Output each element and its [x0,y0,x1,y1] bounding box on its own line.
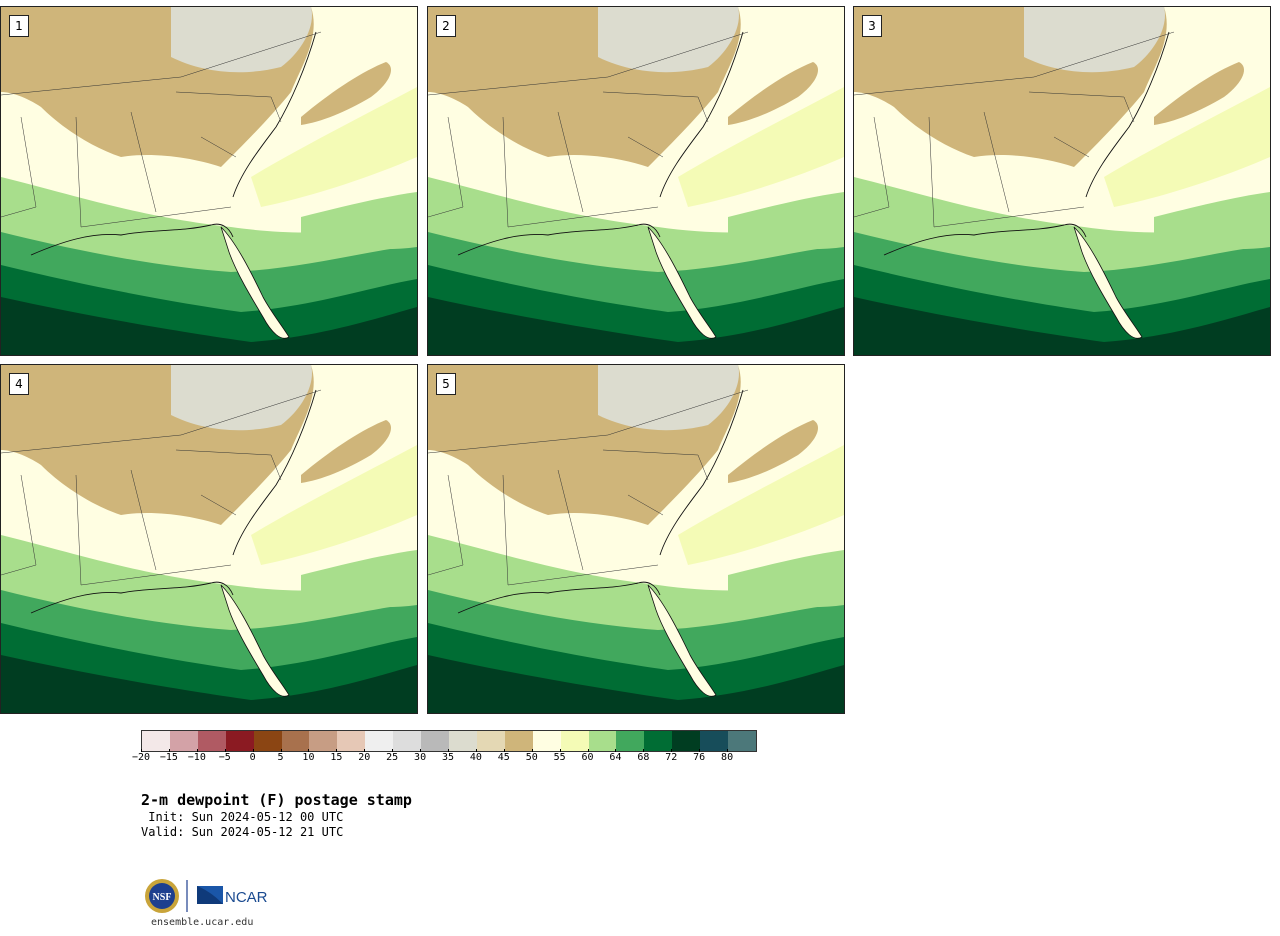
colorbar-swatch [728,731,756,751]
colorbar-swatch [169,731,198,751]
colorbar-tick-mark [671,749,673,752]
colorbar-tick-label: 30 [414,752,427,763]
colorbar-swatch [644,731,673,751]
colorbar-tick-label: 68 [637,752,650,763]
colorbar-tick-mark [252,749,254,752]
nsf-text: NSF [153,892,172,903]
ncar-text: NCAR [225,889,268,906]
colorbar [141,730,757,752]
colorbar-tick-mark [475,749,477,752]
colorbar-tick-mark [224,749,226,752]
map-panel-1: 1 [0,6,418,356]
colorbar-tick-mark [699,749,701,752]
colorbar-tick-mark [168,749,170,752]
valid-time: Valid: Sun 2024-05-12 21 UTC [141,825,344,839]
colorbar-swatch [253,731,282,751]
colorbar-swatch [672,731,701,751]
colorbar-swatch [225,731,254,751]
colorbar-tick-mark [587,749,589,752]
colorbar-tick-label: 45 [497,752,510,763]
colorbar-tick-label: 55 [553,752,566,763]
colorbar-tick-mark [364,749,366,752]
colorbar-swatch [504,731,533,751]
colorbar-swatch [476,731,505,751]
colorbar-tick-mark [531,749,533,752]
colorbar-swatch [197,731,226,751]
colorbar-tick-mark [615,749,617,752]
dewpoint-map [1,7,417,355]
colorbar-tick-mark [336,749,338,752]
ncar-logo-icon: NCAR [197,886,268,906]
colorbar-tick-label: 50 [525,752,538,763]
colorbar-swatch [337,731,366,751]
init-time: Init: Sun 2024-05-12 00 UTC [141,810,344,824]
page-title: 2-m dewpoint (F) postage stamp [141,791,412,809]
colorbar-swatch [588,731,617,751]
colorbar-tick-mark [727,749,729,752]
colorbar-tick-label: 60 [581,752,594,763]
colorbar-tick-label: −15 [159,752,178,763]
map-panel-3: 3 [853,6,1271,356]
colorbar-swatch [142,731,170,751]
dewpoint-map [1,365,417,713]
colorbar-swatch [700,731,729,751]
colorbar-tick-mark [141,749,142,752]
colorbar-swatch [532,731,561,751]
panel-number-label: 3 [862,15,882,37]
dewpoint-map [428,7,844,355]
dewpoint-map [854,7,1270,355]
map-panel-5: 5 [427,364,845,714]
colorbar-tick-label: 76 [693,752,706,763]
colorbar-tick-label: 25 [386,752,399,763]
colorbar-tick-label: 0 [249,752,256,763]
colorbar-tick-label: 5 [277,752,284,763]
nsf-seal-icon: NSF [145,879,179,913]
colorbar-tick-label: 80 [721,752,734,763]
colorbar-swatch [365,731,394,751]
colorbar-swatch [616,731,645,751]
colorbar-tick-mark [420,749,422,752]
dewpoint-map [428,365,844,713]
colorbar-swatch [393,731,422,751]
colorbar-tick-label: 64 [609,752,622,763]
colorbar-tick-label: 15 [330,752,343,763]
colorbar-tick-label: −20 [131,752,151,763]
panel-number-label: 5 [436,373,456,395]
colorbar-swatch [560,731,589,751]
colorbar-swatch [309,731,338,751]
colorbar-tick-mark [503,749,505,752]
colorbar-tick-mark [308,749,310,752]
colorbar-tick-label: 35 [441,752,455,763]
colorbar-tick-mark [448,749,449,752]
colorbar-tick-label: −5 [218,752,231,763]
colorbar-tick-mark [196,749,198,752]
colorbar-tick-mark [643,749,645,752]
panel-number-label: 2 [436,15,456,37]
map-panel-2: 2 [427,6,845,356]
colorbar-tick-label: −10 [187,752,206,763]
map-panel-4: 4 [0,364,418,714]
panel-number-label: 1 [9,15,29,37]
colorbar-tick-mark [559,749,561,752]
colorbar-tick-label: 72 [665,752,678,763]
colorbar-tick-mark [392,749,394,752]
nsf-ncar-logo: NSF NCAR [145,879,268,913]
colorbar-swatch [421,731,449,751]
colorbar-tick-label: 40 [469,752,482,763]
site-url: ensemble.ucar.edu [151,917,254,928]
panel-number-label: 4 [9,373,29,395]
colorbar-swatch [448,731,477,751]
colorbar-tick-label: 20 [358,752,371,763]
colorbar-tick-label: 10 [302,752,315,763]
colorbar-tick-mark [280,749,282,752]
colorbar-swatch [281,731,310,751]
colorbar-ticks: −20 −15 −10 −5 0 5 10 15 20 25 30 35 40 45 50 55 60 64 68 7… [132,749,757,772]
